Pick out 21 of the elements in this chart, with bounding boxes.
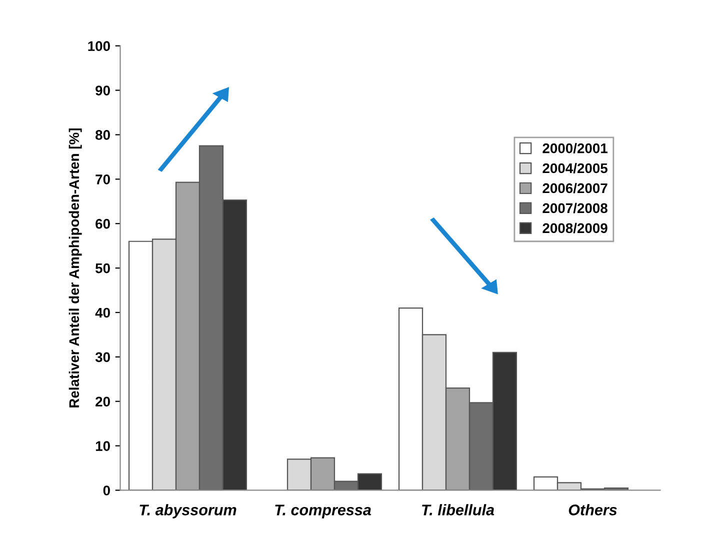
y-tick-label: 90 [96, 86, 110, 96]
x-tick-label: T. compressa [275, 504, 371, 518]
legend-label: 2008/2009 [542, 222, 608, 234]
y-tick-label: 40 [95, 308, 110, 318]
y-tick-label: 60 [96, 218, 110, 229]
y-tick-label: 30 [95, 352, 110, 362]
y-tick-label: 100 [88, 41, 110, 52]
x-tick-label: T. abyssorum [140, 504, 236, 518]
legend-label: 2004/2005 [542, 162, 608, 174]
y-tick-label: 70 [96, 174, 110, 184]
y-tick-label: 20 [96, 396, 110, 407]
y-tick-label: 0 [103, 486, 110, 496]
legend-label: 2007/2008 [542, 202, 608, 214]
legend-label: 2006/2007 [542, 182, 608, 194]
x-tick-label: Others [568, 504, 617, 516]
x-tick-label: T. libellula [422, 504, 494, 516]
y-tick-label: 80 [96, 130, 110, 140]
y-tick-label: 10 [96, 441, 110, 451]
legend-label: 2000/2001 [542, 143, 608, 154]
y-axis-title: Relativer Anteil der Amphipoden-Arten [%] [68, 128, 82, 408]
y-tick-label: 50 [96, 263, 110, 274]
